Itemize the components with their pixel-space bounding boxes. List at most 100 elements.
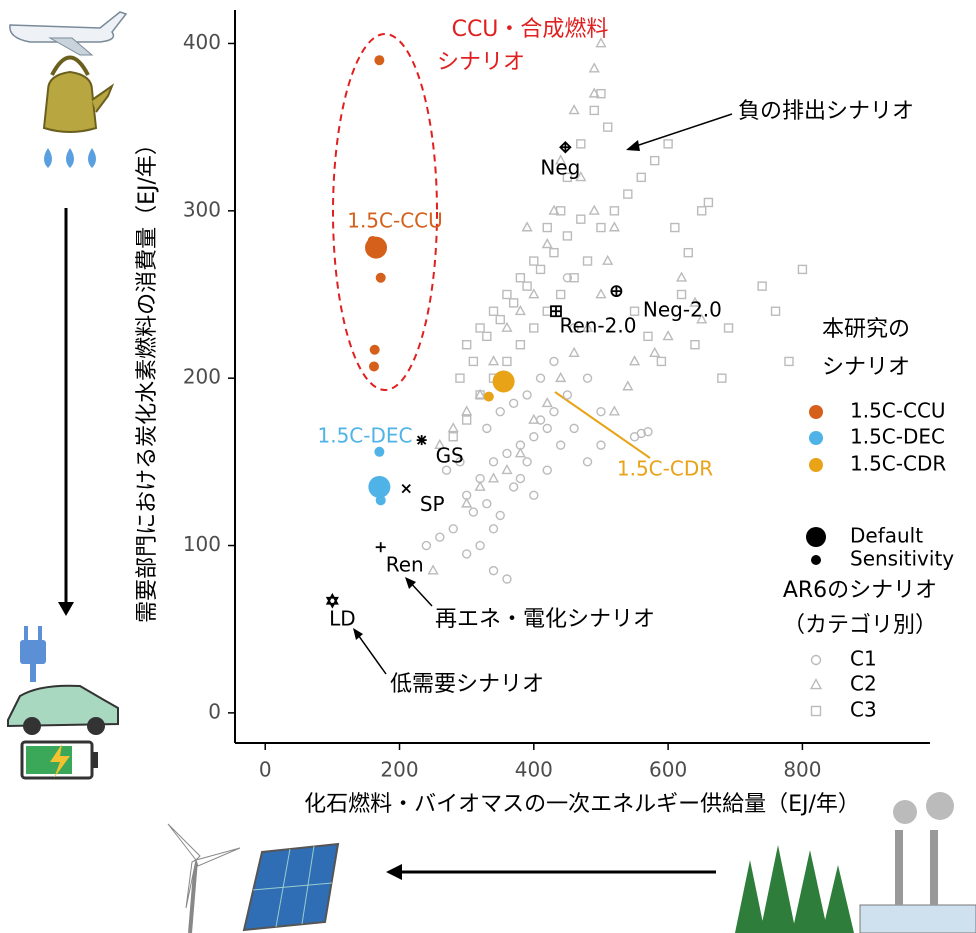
ar6-point <box>643 427 653 437</box>
ar6-point <box>488 457 499 467</box>
ar6-point <box>529 256 539 266</box>
scenario-point <box>401 483 411 494</box>
ar6-point <box>447 422 459 433</box>
ar6-point <box>757 281 767 291</box>
annotation-arrow <box>629 113 733 149</box>
ar6-point <box>515 340 526 350</box>
legend-marker <box>809 678 823 690</box>
legend-marker <box>810 654 822 666</box>
series-label: 1.5C-CCU <box>347 209 443 233</box>
annotation: CCU・合成燃料 <box>452 17 609 42</box>
ar6-point <box>562 172 573 183</box>
annotation: 再エネ・電化シナリオ <box>435 607 655 632</box>
ar6-point <box>495 406 505 417</box>
annotation-arrow <box>355 631 387 675</box>
legend-marker <box>809 431 823 445</box>
ar6-point <box>596 406 606 417</box>
ar6-point <box>696 206 707 216</box>
ar6-point <box>487 355 500 366</box>
ar6-point <box>676 289 687 300</box>
ar6-point <box>421 540 432 551</box>
y-tick-label: 200 <box>183 365 221 389</box>
scenario-label: Ren <box>386 553 424 577</box>
x-tick-label: 600 <box>649 758 687 782</box>
arrowhead <box>626 140 640 151</box>
arrowhead <box>386 864 402 880</box>
ar6-point <box>488 306 499 316</box>
annotation: 低需要シナリオ <box>390 672 544 697</box>
ar6-point <box>595 288 607 299</box>
x-axis-title: 化石燃料・バイオマスの一次エネルギー供給量（EJ/年） <box>304 792 860 817</box>
default-point <box>492 370 515 393</box>
annotation: シナリオ <box>437 50 525 75</box>
ar6-point <box>475 323 485 333</box>
ar6-point <box>569 423 579 434</box>
ar6-point <box>522 281 532 291</box>
scenario-point <box>559 140 572 154</box>
scenario-point <box>610 285 623 298</box>
ar6-point <box>468 356 479 367</box>
ar6-point <box>696 313 708 324</box>
sensitivity-point <box>374 55 385 66</box>
ar6-point <box>502 289 512 300</box>
ar6-point <box>542 222 552 233</box>
ar6-point <box>495 510 505 521</box>
y-axis-title: 需要部門における炭化水素燃料の消費量（EJ/年） <box>135 133 160 623</box>
legend-marker <box>810 705 822 717</box>
forest-icon <box>735 845 854 933</box>
ar6-point <box>455 373 465 383</box>
scenario-point <box>416 435 427 446</box>
ar6-point <box>549 356 559 367</box>
ar6-point <box>529 490 539 501</box>
ar6-point <box>474 388 486 399</box>
car-icon <box>7 684 119 735</box>
ar6-point <box>541 397 553 408</box>
ar6-point <box>521 221 533 232</box>
ar6-point <box>448 432 458 442</box>
airplane-icon <box>9 11 128 56</box>
ar6-point <box>576 139 586 149</box>
ar6-point <box>488 565 499 576</box>
ar6-point <box>495 314 505 325</box>
ar6-point <box>596 440 606 450</box>
ar6-point <box>609 206 620 216</box>
ar6-point <box>663 139 673 149</box>
default-point <box>368 475 391 498</box>
ar6-point <box>435 532 445 542</box>
ar6-point <box>703 197 714 208</box>
drops-icon <box>44 148 96 168</box>
legend-label: 1.5C-CCU <box>850 399 946 423</box>
marker-part <box>325 592 339 609</box>
ar6-point <box>562 231 573 241</box>
ar6-point <box>508 398 519 408</box>
ar6-point <box>461 340 472 350</box>
ar6-point <box>475 540 485 551</box>
ar6-point <box>596 88 606 99</box>
kettle-icon <box>42 55 115 133</box>
ar6-point <box>528 413 540 424</box>
ar6-point <box>474 480 486 491</box>
scenario-label: Ren-2.0 <box>559 314 636 338</box>
ar6-point <box>549 247 559 258</box>
ar6-point <box>441 465 452 475</box>
legend-label: C1 <box>850 647 877 671</box>
ar6-point <box>582 373 593 383</box>
ar6-point <box>461 497 473 508</box>
ar6-point <box>649 346 661 357</box>
legend-size-default <box>806 527 826 547</box>
ccu-ellipse <box>332 33 438 391</box>
ar6-point <box>529 432 539 442</box>
ar6-point <box>602 122 613 132</box>
ar6-point <box>723 323 734 333</box>
ar6-point <box>528 288 540 299</box>
x-tick-label: 400 <box>515 758 553 782</box>
ar6-point <box>797 264 808 275</box>
x-tick-label: 800 <box>783 758 821 782</box>
ar6-point <box>636 172 646 183</box>
scenario-label: GS <box>436 444 464 468</box>
ar6-point <box>555 206 566 216</box>
ar6-point <box>555 289 566 300</box>
ar6-point <box>448 524 458 534</box>
scenario-point <box>375 542 386 553</box>
battery-icon <box>20 740 98 780</box>
